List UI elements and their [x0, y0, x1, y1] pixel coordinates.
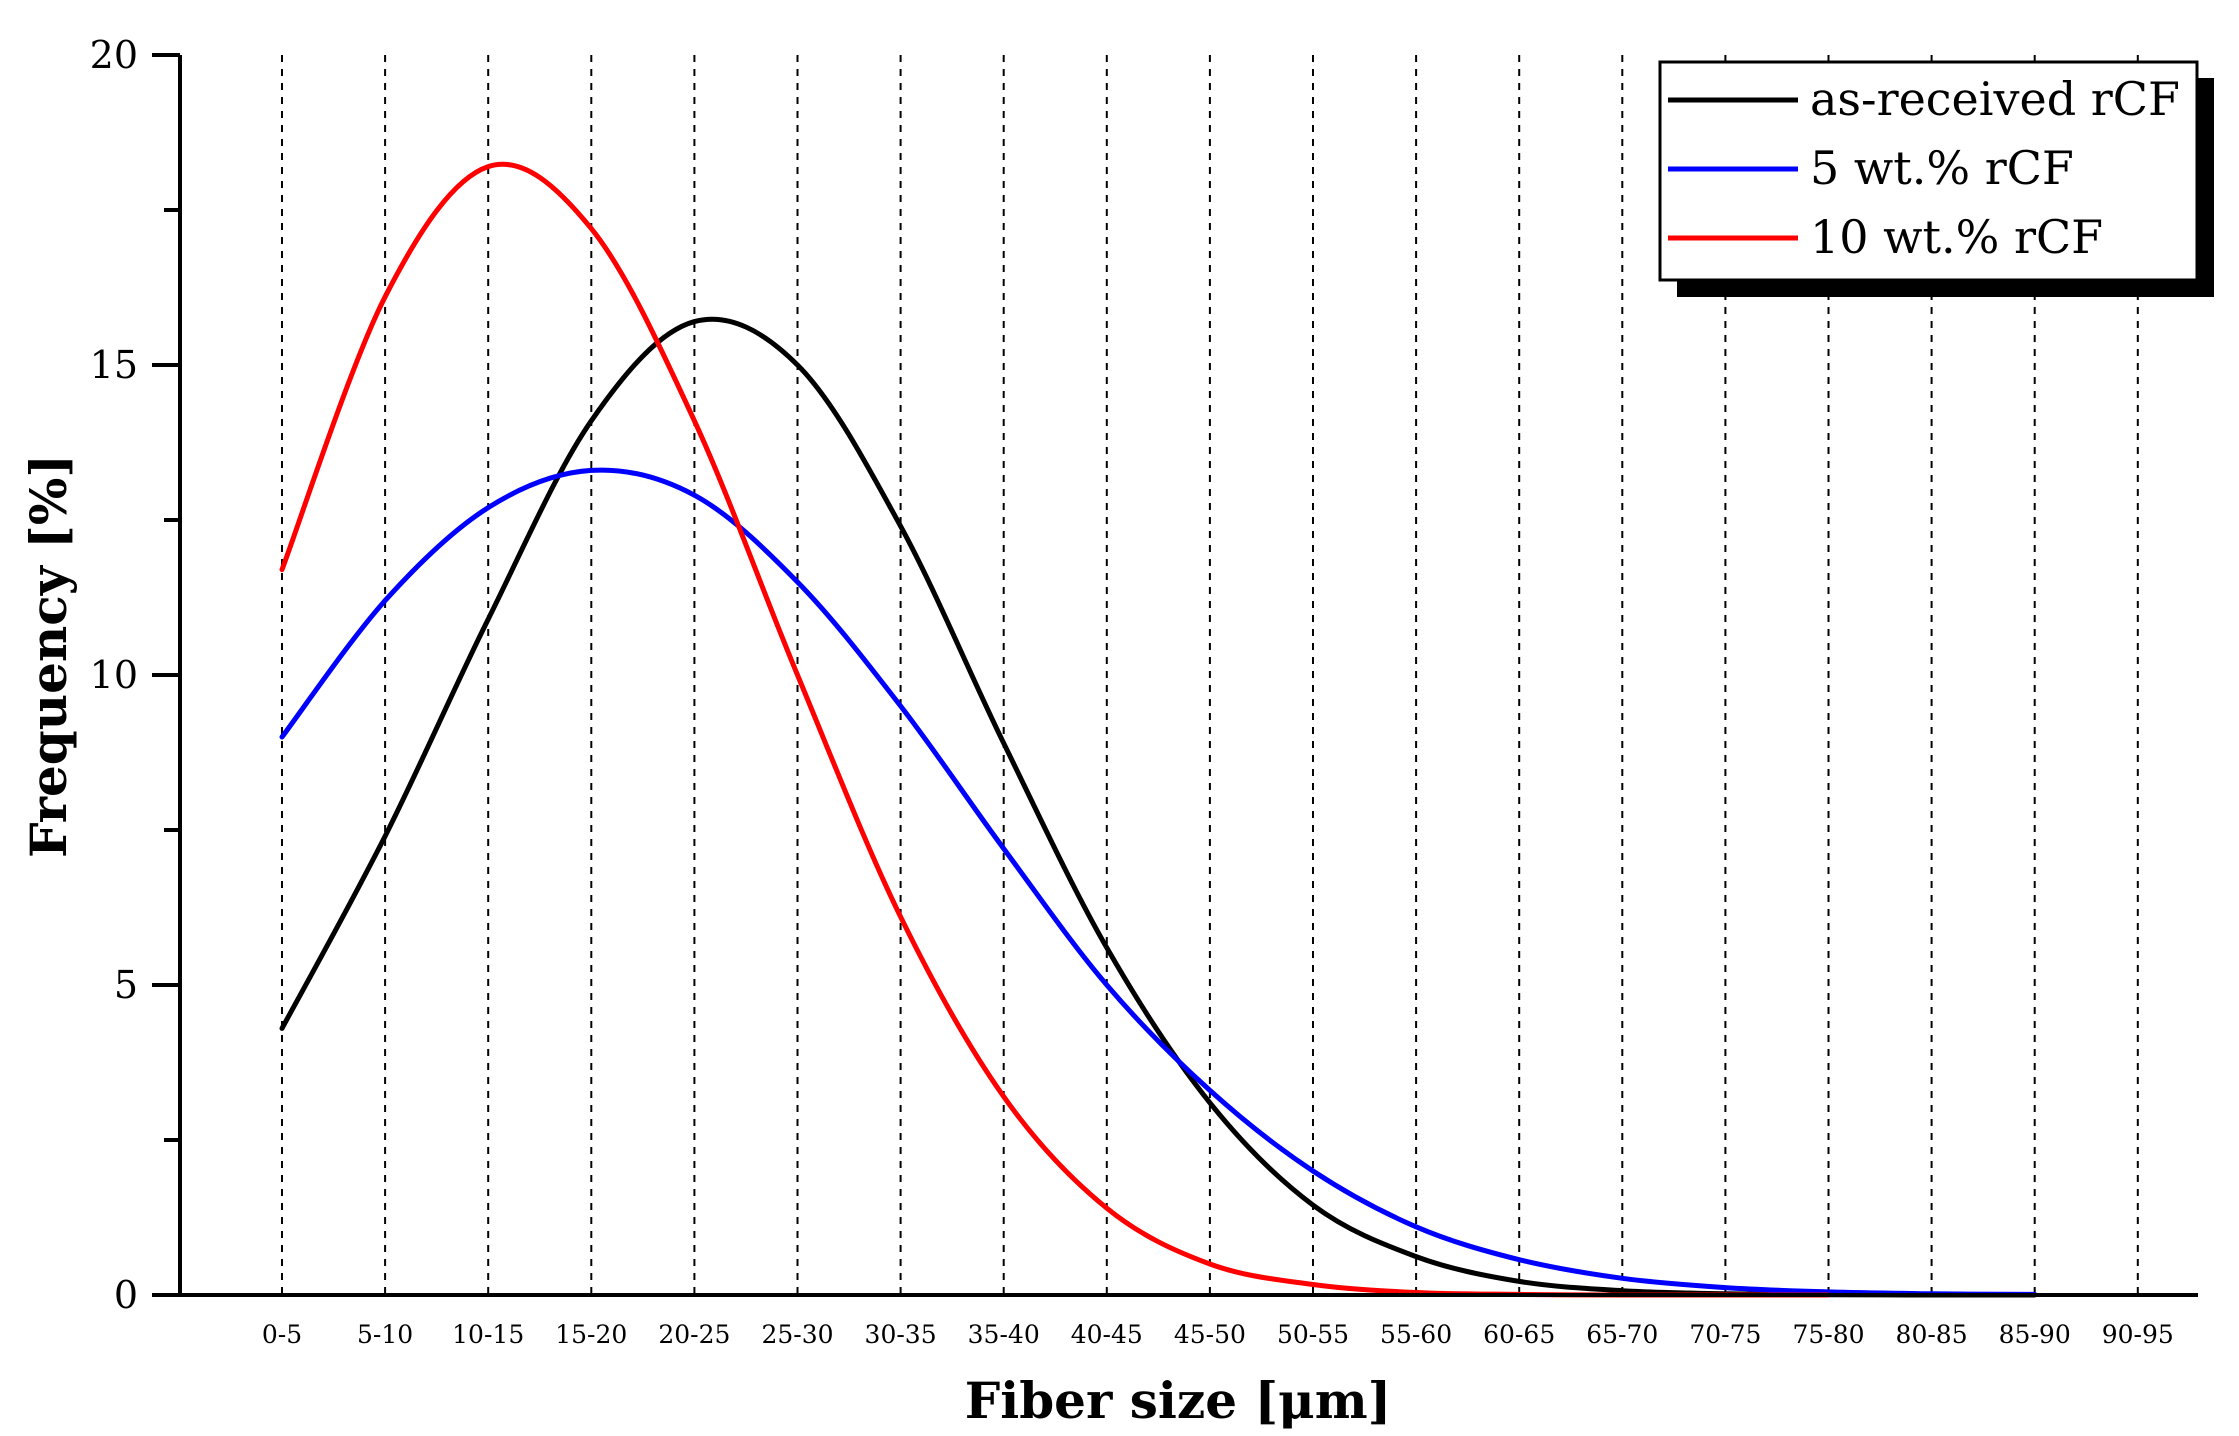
- x-tick-label: 65-70: [1586, 1320, 1658, 1349]
- y-tick-label: 15: [90, 343, 138, 387]
- legend-label: 5 wt.% rCF: [1810, 141, 2074, 195]
- y-tick-label: 20: [90, 33, 138, 77]
- x-tick-label: 70-75: [1689, 1320, 1761, 1349]
- x-tick-label: 10-15: [452, 1320, 524, 1349]
- x-tick-label: 25-30: [761, 1320, 833, 1349]
- x-tick-label: 50-55: [1277, 1320, 1349, 1349]
- legend-items: as-received rCF 5 wt.% rCF 10 wt.% rCF: [1668, 72, 2180, 264]
- x-tick-label: 45-50: [1174, 1320, 1246, 1349]
- x-tick-label: 60-65: [1483, 1320, 1555, 1349]
- legend-label: as-received rCF: [1810, 72, 2180, 126]
- x-tick-label: 55-60: [1380, 1320, 1452, 1349]
- x-tick-label: 80-85: [1896, 1320, 1968, 1349]
- legend-label: 10 wt.% rCF: [1810, 210, 2103, 264]
- y-tick-label: 10: [90, 653, 138, 697]
- x-tick-label: 5-10: [357, 1320, 413, 1349]
- y-axis-title: Frequency [%]: [19, 454, 78, 858]
- grid-lines: [281, 55, 2139, 1295]
- x-tick-label: 40-45: [1071, 1320, 1143, 1349]
- x-tick-label: 75-80: [1792, 1320, 1864, 1349]
- x-tick-label: 90-95: [2102, 1320, 2174, 1349]
- x-tick-label: 30-35: [865, 1320, 937, 1349]
- x-tick-label: 0-5: [262, 1320, 302, 1349]
- y-ticks: 0 5 10 15 20: [90, 33, 180, 1317]
- legend: as-received rCF 5 wt.% rCF 10 wt.% rCF: [1658, 60, 2214, 297]
- x-category-labels: 0-5 5-10 10-15 15-20 20-25 25-30 30-35 35-40 40-…: [262, 1320, 2174, 1349]
- x-tick-label: 20-25: [658, 1320, 730, 1349]
- y-tick-label: 5: [114, 963, 138, 1007]
- x-tick-label: 35-40: [968, 1320, 1040, 1349]
- y-tick-label: 0: [114, 1273, 138, 1317]
- x-tick-label: 15-20: [555, 1320, 627, 1349]
- series-line-2: [279, 467, 2038, 1297]
- x-tick-label: 85-90: [1999, 1320, 2071, 1349]
- x-axis-title: Fiber size [μm]: [965, 1371, 1392, 1430]
